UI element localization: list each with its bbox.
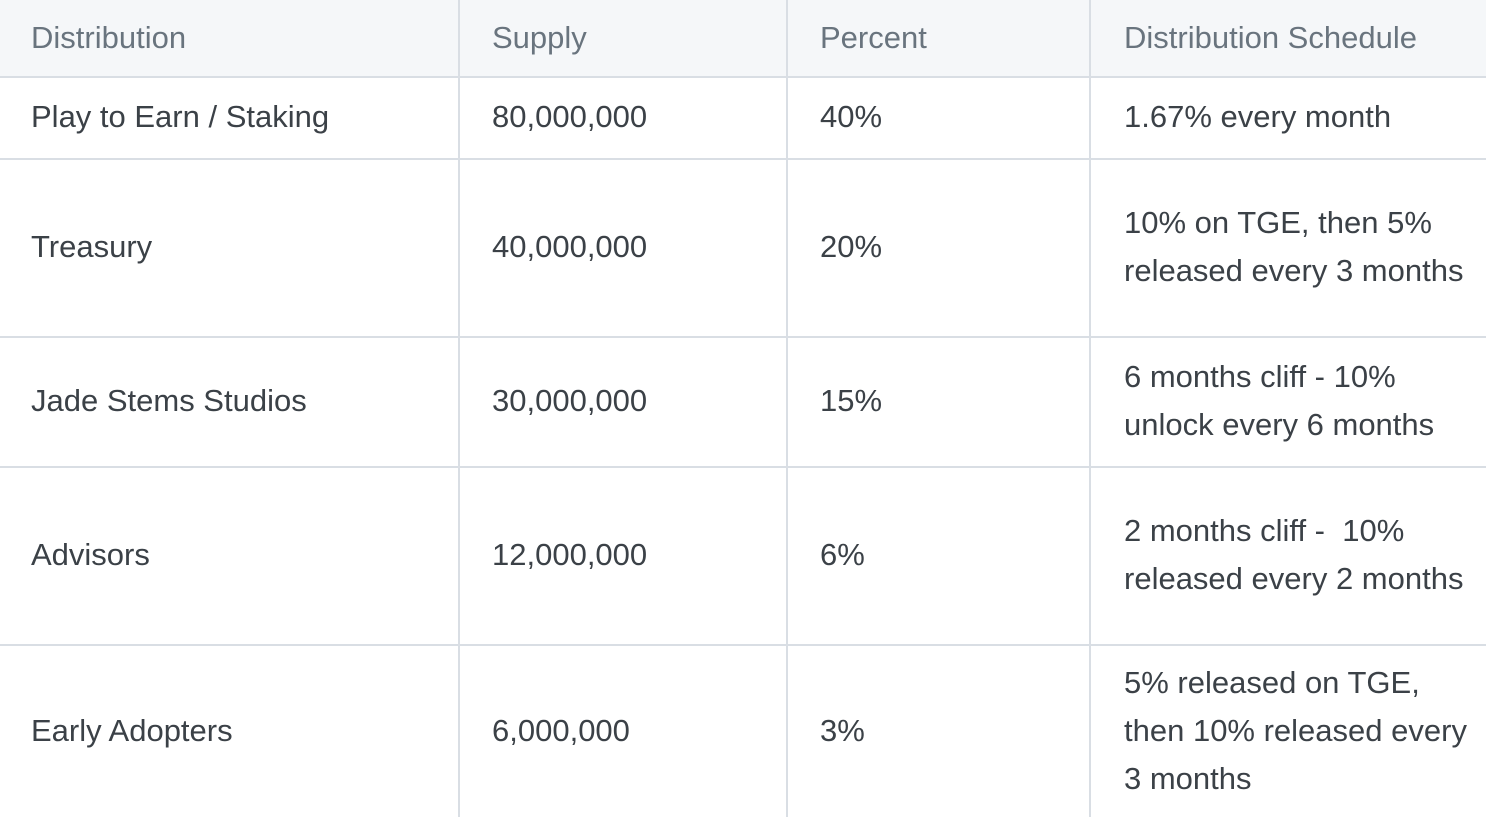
cell-distribution: Advisors: [0, 467, 459, 646]
cell-percent: 6%: [786, 467, 1090, 646]
cell-percent: 15%: [786, 337, 1090, 468]
cell-supply: 40,000,000: [458, 159, 787, 338]
header-distribution-schedule: Distribution Schedule: [1089, 0, 1486, 78]
cell-supply: 6,000,000: [458, 645, 787, 817]
cell-distribution: Treasury: [0, 159, 459, 338]
cell-schedule: 10% on TGE, then 5% released every 3 mon…: [1089, 159, 1486, 338]
header-supply: Supply: [458, 0, 787, 78]
table-row: Early Adopters 6,000,000 3% 5% released …: [0, 645, 1486, 817]
table-row: Treasury 40,000,000 20% 10% on TGE, then…: [0, 159, 1486, 338]
cell-schedule: 5% released on TGE, then 10% released ev…: [1089, 645, 1486, 817]
cell-distribution: Play to Earn / Staking: [0, 77, 459, 160]
cell-percent: 3%: [786, 645, 1090, 817]
table-row: Advisors 12,000,000 6% 2 months cliff - …: [0, 467, 1486, 646]
cell-percent: 20%: [786, 159, 1090, 338]
cell-schedule: 2 months cliff - 10% released every 2 mo…: [1089, 467, 1486, 646]
header-distribution: Distribution: [0, 0, 459, 78]
table-row: Play to Earn / Staking 80,000,000 40% 1.…: [0, 77, 1486, 160]
header-percent: Percent: [786, 0, 1090, 78]
cell-schedule: 1.67% every month: [1089, 77, 1486, 160]
table-header: Distribution Supply Percent Distribution…: [0, 0, 1486, 78]
cell-percent: 40%: [786, 77, 1090, 160]
table-body: Play to Earn / Staking 80,000,000 40% 1.…: [0, 77, 1486, 817]
cell-distribution: Jade Stems Studios: [0, 337, 459, 468]
cell-schedule: 6 months cliff - 10% unlock every 6 mont…: [1089, 337, 1486, 468]
table-row: Jade Stems Studios 30,000,000 15% 6 mont…: [0, 337, 1486, 468]
cell-supply: 30,000,000: [458, 337, 787, 468]
cell-supply: 12,000,000: [458, 467, 787, 646]
header-row: Distribution Supply Percent Distribution…: [0, 0, 1486, 78]
cell-supply: 80,000,000: [458, 77, 787, 160]
cell-distribution: Early Adopters: [31, 712, 233, 748]
